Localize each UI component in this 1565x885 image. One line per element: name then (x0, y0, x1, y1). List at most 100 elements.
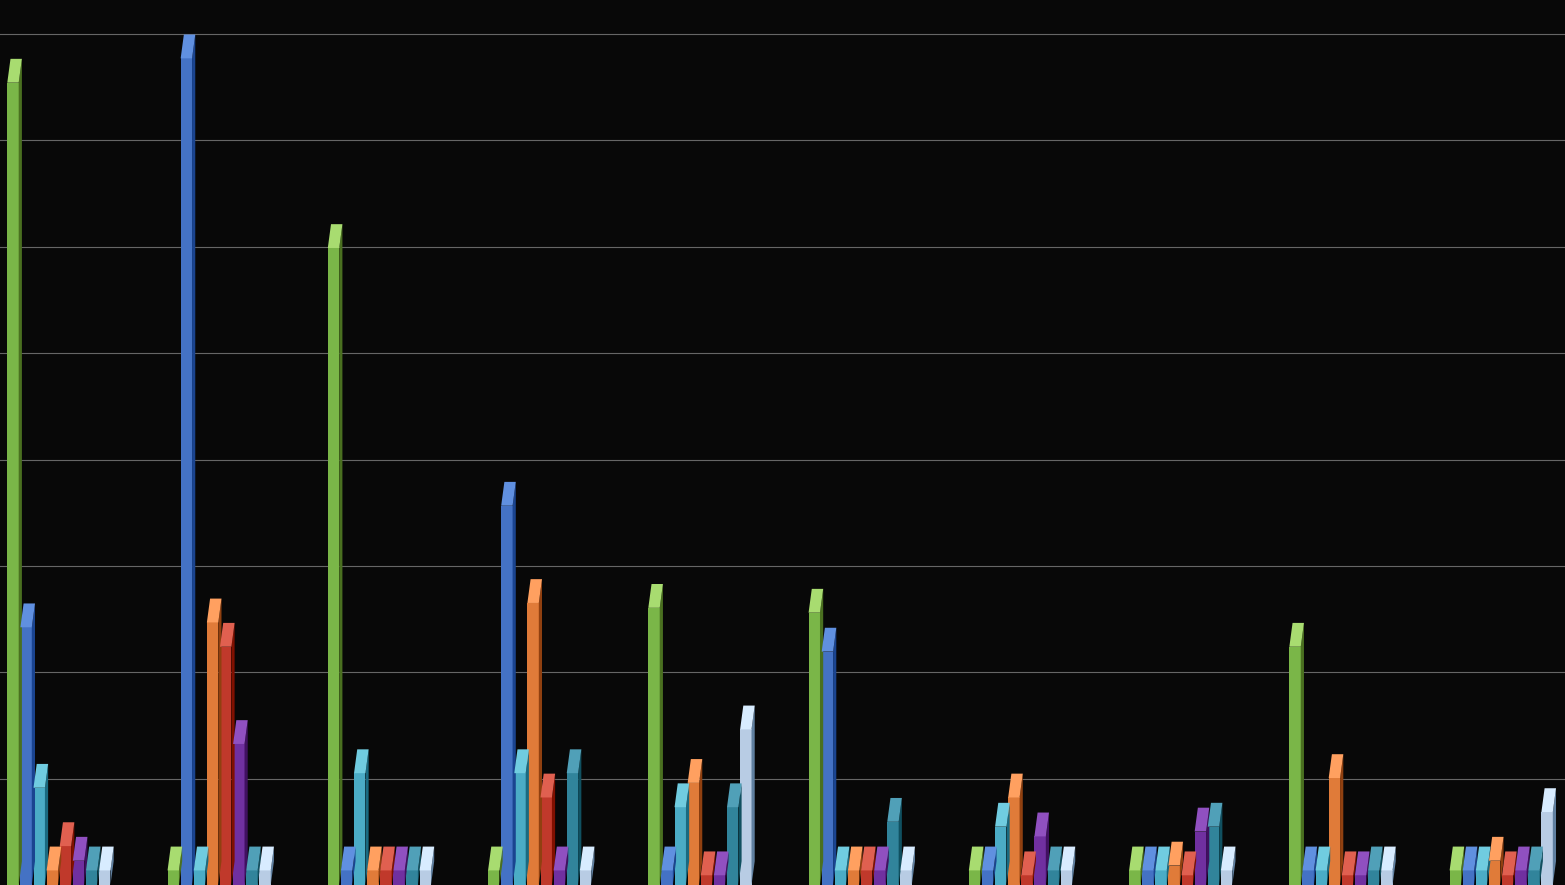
Polygon shape (687, 759, 703, 783)
Polygon shape (898, 798, 901, 885)
Polygon shape (366, 750, 369, 885)
Polygon shape (1022, 851, 1036, 875)
Polygon shape (1034, 812, 1049, 836)
Polygon shape (1315, 847, 1318, 885)
Polygon shape (1142, 847, 1157, 871)
Polygon shape (232, 623, 235, 885)
Polygon shape (1180, 842, 1183, 885)
Polygon shape (1515, 847, 1529, 871)
Polygon shape (1019, 773, 1024, 885)
Polygon shape (912, 847, 916, 885)
Polygon shape (577, 750, 581, 885)
Polygon shape (1155, 847, 1171, 871)
Bar (969, 871, 980, 885)
Bar (1061, 871, 1072, 885)
Polygon shape (1008, 773, 1024, 797)
Bar (1368, 871, 1379, 885)
Bar (368, 871, 379, 885)
Polygon shape (1354, 851, 1357, 885)
Bar (1208, 827, 1219, 885)
Polygon shape (1502, 851, 1516, 875)
Polygon shape (192, 35, 196, 885)
Polygon shape (407, 847, 421, 871)
Polygon shape (1033, 851, 1036, 885)
Polygon shape (1366, 851, 1369, 885)
Polygon shape (1153, 847, 1157, 885)
Polygon shape (393, 847, 408, 871)
Polygon shape (47, 847, 61, 871)
Polygon shape (1221, 847, 1235, 871)
Polygon shape (391, 847, 394, 885)
Polygon shape (58, 847, 61, 885)
Polygon shape (848, 847, 862, 871)
Bar (380, 871, 391, 885)
Bar (1476, 871, 1487, 885)
Bar (822, 651, 833, 885)
Polygon shape (875, 847, 889, 871)
Polygon shape (1393, 847, 1396, 885)
Bar (809, 612, 820, 885)
Polygon shape (1487, 847, 1490, 885)
Bar (327, 248, 340, 885)
Polygon shape (1182, 851, 1196, 875)
Polygon shape (887, 798, 901, 822)
Polygon shape (1462, 847, 1465, 885)
Bar (501, 505, 513, 885)
Polygon shape (1526, 847, 1529, 885)
Bar (861, 871, 872, 885)
Bar (1502, 875, 1513, 885)
Bar (1542, 812, 1552, 885)
Bar (834, 871, 847, 885)
Polygon shape (712, 851, 715, 885)
Bar (848, 871, 859, 885)
Polygon shape (205, 847, 208, 885)
Polygon shape (1072, 847, 1075, 885)
Polygon shape (1501, 837, 1504, 885)
Polygon shape (45, 764, 49, 885)
Polygon shape (368, 847, 382, 871)
Polygon shape (592, 847, 595, 885)
Polygon shape (980, 847, 983, 885)
Bar (1290, 647, 1301, 885)
Polygon shape (1167, 847, 1171, 885)
Polygon shape (74, 837, 88, 861)
Polygon shape (1355, 851, 1369, 875)
Polygon shape (1529, 847, 1543, 871)
Bar (246, 871, 258, 885)
Polygon shape (1193, 851, 1196, 885)
Polygon shape (1340, 754, 1343, 885)
Polygon shape (700, 759, 703, 885)
Polygon shape (995, 803, 1009, 827)
Polygon shape (352, 847, 355, 885)
Bar (488, 871, 499, 885)
Polygon shape (648, 584, 664, 608)
Polygon shape (167, 847, 182, 871)
Polygon shape (1368, 847, 1382, 871)
Polygon shape (662, 847, 676, 871)
Polygon shape (1513, 851, 1516, 885)
Polygon shape (260, 847, 274, 871)
Polygon shape (85, 837, 88, 885)
Polygon shape (258, 847, 261, 885)
Polygon shape (233, 720, 247, 744)
Polygon shape (834, 847, 850, 871)
Polygon shape (379, 847, 382, 885)
Polygon shape (1449, 847, 1465, 871)
Polygon shape (701, 851, 715, 875)
Polygon shape (419, 847, 434, 871)
Polygon shape (70, 822, 75, 885)
Polygon shape (1045, 812, 1049, 885)
Polygon shape (538, 579, 541, 885)
Polygon shape (59, 822, 75, 846)
Polygon shape (8, 58, 22, 82)
Polygon shape (99, 847, 114, 871)
Polygon shape (872, 847, 876, 885)
Bar (540, 797, 552, 885)
Polygon shape (218, 598, 222, 885)
Polygon shape (244, 720, 247, 885)
Polygon shape (430, 847, 434, 885)
Polygon shape (1474, 847, 1477, 885)
Polygon shape (1476, 847, 1490, 871)
Bar (233, 744, 244, 885)
Polygon shape (1207, 808, 1210, 885)
